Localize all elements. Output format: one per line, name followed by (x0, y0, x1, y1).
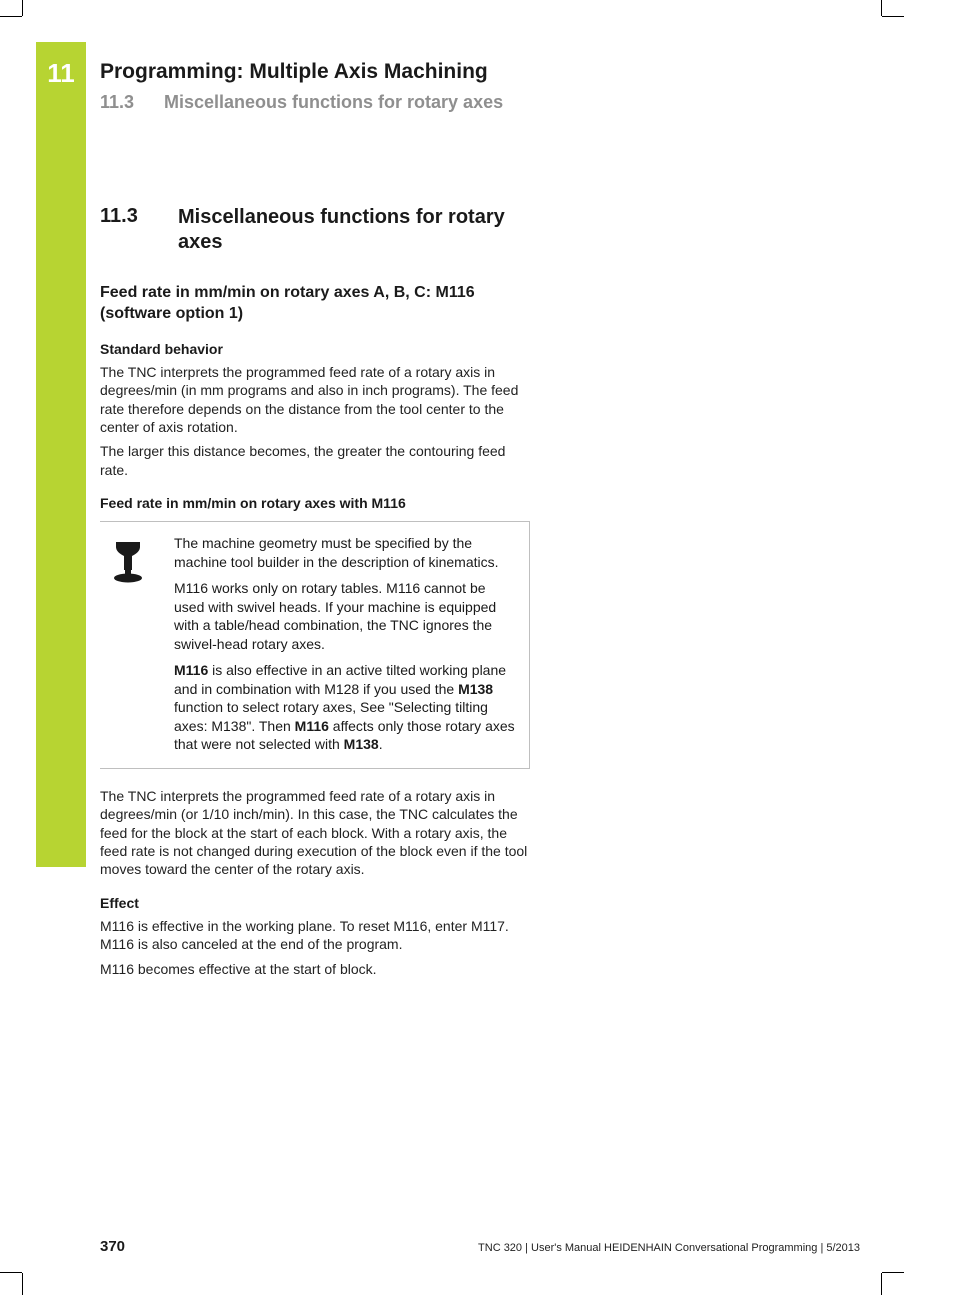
paragraph: M116 is effective in the working plane. … (100, 917, 530, 954)
footer-text: TNC 320 | User's Manual HEIDENHAIN Conve… (478, 1242, 860, 1254)
note-paragraph: M116 works only on rotary tables. M116 c… (174, 579, 515, 653)
crop-mark (882, 1272, 904, 1273)
running-header-sub: 11.3Miscellaneous functions for rotary a… (100, 92, 860, 113)
running-header-sub-num: 11.3 (100, 92, 164, 113)
paragraph: M116 becomes effective at the start of b… (100, 960, 530, 978)
page: 11 Programming: Multiple Axis Machining … (0, 0, 954, 1315)
page-number: 370 (100, 1238, 125, 1255)
note-text: The machine geometry must be specified b… (174, 534, 515, 753)
heading-standard-behavior: Standard behavior (100, 341, 860, 357)
note-paragraph: The machine geometry must be specified b… (174, 534, 515, 571)
paragraph: The TNC interprets the programmed feed r… (100, 787, 530, 879)
paragraph: The TNC interprets the programmed feed r… (100, 363, 530, 437)
note-box: The machine geometry must be specified b… (100, 521, 530, 768)
chapter-tab (36, 42, 86, 867)
section-heading: 11.3 Miscellaneous functions for rotary … (100, 205, 860, 255)
note-paragraph: M116 is also effective in an active tilt… (174, 661, 515, 753)
crop-mark (882, 16, 904, 17)
content-area: Programming: Multiple Axis Machining 11.… (100, 60, 860, 978)
crop-mark (881, 1273, 882, 1295)
running-header-title: Programming: Multiple Axis Machining (100, 60, 860, 84)
crop-mark (0, 1272, 22, 1273)
running-header-sub-text: Miscellaneous functions for rotary axes (164, 92, 503, 112)
machine-icon (100, 534, 156, 753)
heading-feed-rate: Feed rate in mm/min on rotary axes A, B,… (100, 283, 530, 325)
crop-mark (881, 0, 882, 16)
crop-mark (22, 0, 23, 16)
section-number: 11.3 (100, 205, 178, 228)
section-title: Miscellaneous functions for rotary axes (178, 205, 508, 255)
crop-mark (0, 16, 22, 17)
chapter-number: 11 (36, 58, 86, 89)
heading-effect: Effect (100, 895, 860, 911)
crop-mark (22, 1273, 23, 1295)
heading-m116: Feed rate in mm/min on rotary axes with … (100, 495, 860, 511)
footer: 370 TNC 320 | User's Manual HEIDENHAIN C… (100, 1238, 860, 1255)
paragraph: The larger this distance becomes, the gr… (100, 442, 530, 479)
